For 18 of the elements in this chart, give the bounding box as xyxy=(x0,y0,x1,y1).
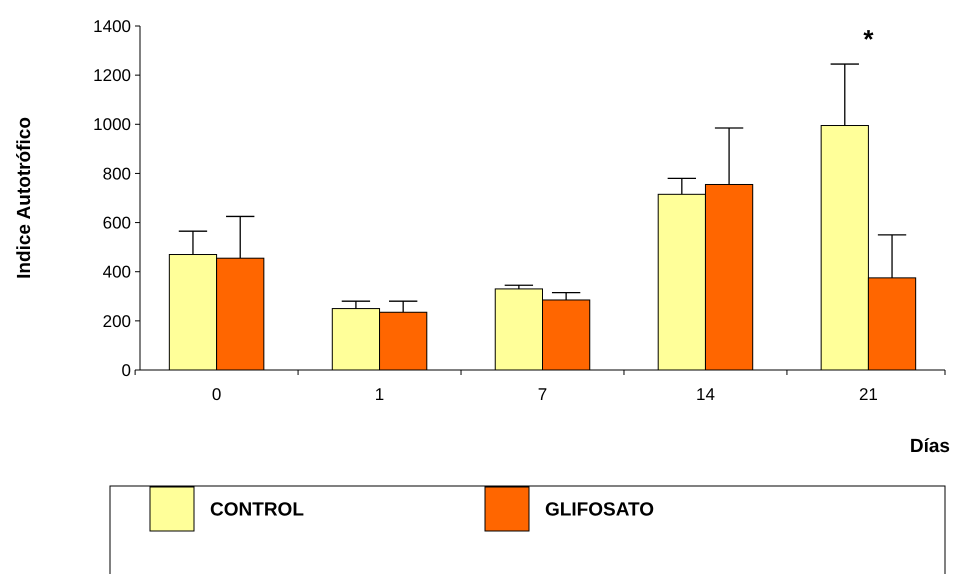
y-tick-label: 200 xyxy=(102,312,131,331)
x-tick-label: 0 xyxy=(212,385,222,404)
y-tick-label: 400 xyxy=(102,262,131,282)
y-axis-title: Indice Autotrófico xyxy=(14,117,35,279)
legend-label: GLIFOSATO xyxy=(545,500,654,521)
x-tick-label: 14 xyxy=(696,385,715,404)
y-tick-label: 600 xyxy=(102,214,131,233)
x-tick-label: 1 xyxy=(374,385,384,404)
y-tick-label: 1400 xyxy=(93,16,131,36)
y-tick-label: 0 xyxy=(122,360,131,380)
x-tick-label: 21 xyxy=(858,385,878,404)
annotation: * xyxy=(863,24,874,54)
x-tick-label: 7 xyxy=(538,385,548,404)
x-axis-title: Días xyxy=(910,436,950,457)
y-tick-label: 800 xyxy=(102,164,131,184)
legend-label: CONTROL xyxy=(210,500,304,521)
y-tick-label: 1200 xyxy=(93,66,131,86)
y-tick-label: 1000 xyxy=(93,115,131,134)
